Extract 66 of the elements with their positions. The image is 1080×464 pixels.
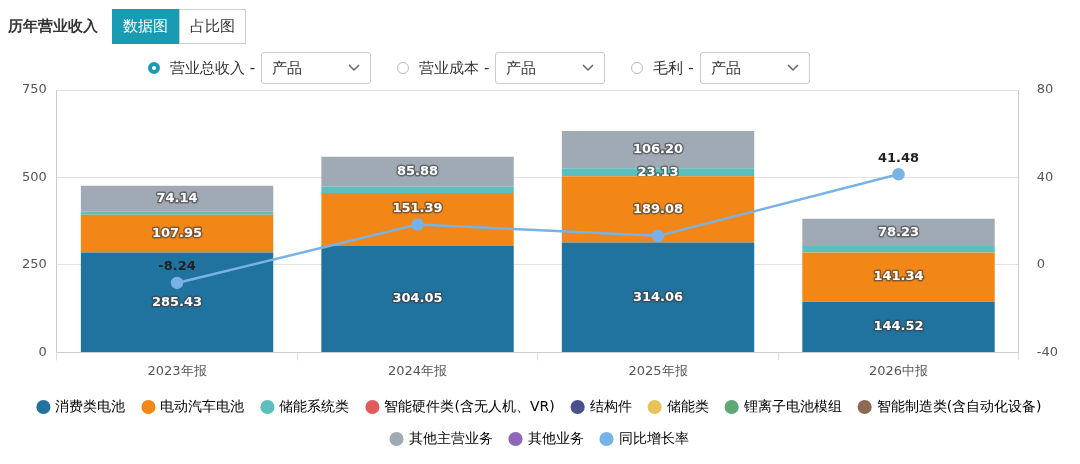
legend-label: 智能制造类(含自动化设备) (876, 397, 1042, 414)
data-label: 23.13 (637, 163, 679, 179)
bar (321, 186, 514, 194)
tab: 占比图 (179, 8, 246, 44)
data-label: 151.39 (392, 199, 443, 215)
legend-label: 智能硬件类(含无人机、VR) (384, 397, 555, 414)
legend-label: 同比增长率 (618, 429, 689, 446)
dropdown: 产品 (699, 52, 810, 84)
data-label: 144.52 (873, 318, 924, 334)
legend-label: 消费类电池 (55, 397, 126, 414)
bar (561, 242, 755, 352)
legend-label: 其他主营业务 (408, 429, 493, 446)
dropdown: 产品 (261, 52, 372, 84)
bar (802, 301, 995, 352)
legend-label: 储能类 (666, 397, 709, 414)
data-label: 141.34 (873, 268, 924, 284)
y-tick-label: 250 (21, 256, 47, 272)
data-label: 41.48 (877, 149, 920, 165)
text: 毛利 - (653, 58, 694, 78)
data-label: 304.05 (392, 290, 443, 306)
data-label: 314.06 (632, 288, 684, 304)
bar (80, 252, 274, 352)
point (892, 167, 905, 181)
data-label: 285.43 (151, 293, 203, 309)
y2-tick-label: 0 (1036, 256, 1046, 272)
data-label: 78.23 (877, 223, 920, 239)
point (651, 229, 665, 243)
dropdown: 产品 (495, 52, 606, 84)
point (411, 218, 424, 231)
bar (80, 214, 274, 253)
data-label: -8.24 (158, 258, 196, 274)
bar (80, 211, 274, 215)
text: 营业成本 - (419, 58, 490, 78)
tab: 数据图 (112, 8, 179, 44)
y-tick-label: 0 (38, 343, 47, 359)
y-tick-label: 750 (21, 81, 47, 97)
legend-label: 结构件 (589, 397, 632, 414)
bar (80, 185, 274, 212)
bar (802, 218, 995, 247)
bar (321, 156, 514, 187)
y2-tick-label: -40 (1036, 343, 1058, 359)
bar (561, 176, 755, 243)
data-label: 74.14 (156, 190, 198, 206)
point (170, 276, 184, 290)
bar (802, 246, 995, 253)
legend-label: 储能系统类 (279, 397, 350, 414)
bar (321, 246, 514, 352)
legend-label: 锂离子电池模组 (742, 397, 842, 414)
y2-tick-label: 40 (1036, 168, 1054, 184)
data-label: 189.08 (632, 200, 684, 216)
chart-title: 历年营业收入 (8, 16, 98, 36)
data-label: 85.88 (396, 163, 439, 179)
x-tick-label: 2026中报 (868, 362, 929, 378)
y2-tick-label: 80 (1036, 81, 1054, 97)
bar (561, 131, 755, 169)
legend-label: 其他业务 (527, 429, 584, 446)
legend-label: 电动汽车电池 (160, 397, 245, 414)
text: 营业总收入 - (170, 58, 256, 78)
data-label: 107.95 (151, 225, 203, 241)
x-tick-label: 2023年报 (147, 362, 207, 378)
data-label: 106.20 (632, 141, 684, 157)
bar (802, 252, 995, 302)
x-tick-label: 2024年报 (388, 362, 448, 378)
y-tick-label: 500 (21, 168, 47, 184)
x-tick-label: 2025年报 (628, 362, 688, 378)
bar (321, 193, 514, 247)
